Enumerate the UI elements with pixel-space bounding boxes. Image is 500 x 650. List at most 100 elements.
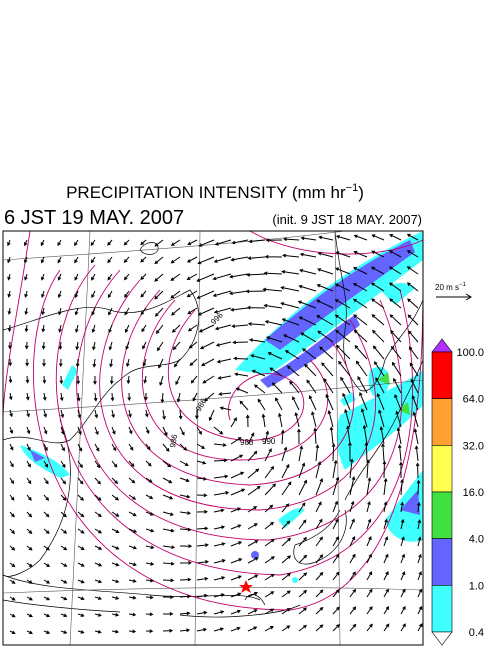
- wind-vector: [187, 307, 198, 315]
- wind-vector: [400, 553, 406, 564]
- wind-vector: [170, 256, 181, 264]
- wind-vector: [229, 273, 249, 279]
- wind-vector: [417, 519, 422, 530]
- wind-vector: [9, 494, 15, 501]
- colorbar-label: 1.0: [469, 580, 484, 592]
- colorbar-label: 16.0: [463, 487, 484, 499]
- wind-vector: [107, 256, 113, 264]
- wind-vector: [94, 460, 101, 469]
- wind-vector: [26, 613, 33, 618]
- wind-vector: [383, 536, 389, 547]
- wind-vector: [7, 239, 11, 247]
- wind-vector: [26, 511, 33, 518]
- wind-vector: [315, 501, 322, 513]
- wind-vector: [162, 628, 174, 633]
- wind-vector: [264, 320, 283, 326]
- wind-vector: [125, 358, 130, 368]
- wind-vector: [264, 521, 275, 530]
- wind-vector: [234, 372, 249, 377]
- wind-vector: [336, 344, 351, 360]
- wind-vector: [406, 250, 419, 258]
- colorbar-under: [431, 631, 453, 646]
- wind-vector: [179, 494, 191, 499]
- wind-vector: [179, 560, 192, 565]
- wind-vector: [143, 375, 148, 384]
- wind-vector: [366, 588, 373, 598]
- wind-vector: [383, 623, 390, 632]
- wind-vector: [321, 362, 334, 377]
- wind-vector: [24, 307, 29, 316]
- coastlines: [3, 231, 423, 618]
- wind-vector: [94, 613, 102, 617]
- wind-vector: [213, 458, 228, 463]
- wind-vector: [417, 588, 423, 598]
- wind-vector: [189, 358, 198, 366]
- colorbar-label: 4.0: [469, 534, 484, 546]
- wind-vector: [383, 553, 389, 564]
- wind-vector: [7, 256, 11, 264]
- wind-vector: [145, 443, 151, 451]
- wind-vector: [349, 623, 357, 632]
- wind-vector: [196, 543, 209, 547]
- wind-vector: [317, 268, 334, 275]
- wind-vector: [128, 409, 132, 418]
- wind-vector: [366, 536, 372, 547]
- wind-vector: [9, 562, 16, 568]
- wind-vector: [9, 460, 14, 468]
- wind-vector: [334, 283, 351, 292]
- title-close: ): [358, 183, 364, 202]
- wind-vector: [212, 273, 232, 281]
- wind-vector: [60, 528, 68, 534]
- wind-vector: [414, 445, 419, 462]
- wind-vector: [233, 356, 249, 361]
- wind-vector: [247, 450, 258, 462]
- wind-vector: [94, 511, 102, 518]
- wind-vector: [43, 426, 48, 435]
- wind-vector: [26, 545, 33, 551]
- wind-vector: [335, 235, 351, 241]
- wind-vector: [25, 358, 29, 367]
- wind-vector: [381, 443, 385, 462]
- wind-vector: [247, 557, 259, 564]
- contour-label: 986: [168, 433, 179, 448]
- wind-vector: [415, 462, 420, 479]
- wind-vector: [24, 273, 28, 281]
- wind-vector: [332, 553, 340, 564]
- wind-vector: [172, 341, 181, 351]
- wind-vector: [76, 392, 81, 402]
- wind-vector: [355, 360, 368, 377]
- wind-vector: [160, 392, 165, 404]
- wind-vector: [277, 412, 283, 428]
- wind-vector: [411, 394, 419, 411]
- wind-vector: [24, 341, 29, 350]
- wind-vector: [389, 314, 402, 326]
- wind-vector: [230, 592, 242, 598]
- wind-vector: [162, 595, 174, 599]
- wind-vector: [325, 393, 334, 411]
- wind-vector: [26, 477, 32, 485]
- wind-vector: [109, 375, 114, 385]
- wind-vector: [158, 358, 164, 369]
- wind-vector: [366, 606, 373, 615]
- wind-vector: [60, 443, 65, 452]
- wind-vector: [9, 409, 13, 418]
- wind-vector: [187, 239, 198, 246]
- contour-label: 990: [262, 437, 276, 446]
- wind-vector: [284, 350, 300, 360]
- colorbar-over: [431, 338, 453, 353]
- wind-vector: [198, 324, 215, 333]
- wind-vector: [26, 460, 31, 468]
- wind-vector: [406, 233, 419, 241]
- wind-vector: [145, 494, 154, 499]
- wind-vector: [282, 253, 300, 258]
- colorbar-band: [431, 538, 453, 586]
- wind-vector: [213, 474, 229, 479]
- wind-vector: [400, 571, 406, 581]
- wind-vector: [383, 605, 390, 615]
- wind-vector: [7, 273, 11, 281]
- wind-vector: [162, 561, 175, 566]
- wind-vector: [359, 391, 368, 411]
- wind-vector: [201, 358, 215, 367]
- wind-vector: [247, 626, 258, 632]
- wind-vector: [316, 315, 334, 326]
